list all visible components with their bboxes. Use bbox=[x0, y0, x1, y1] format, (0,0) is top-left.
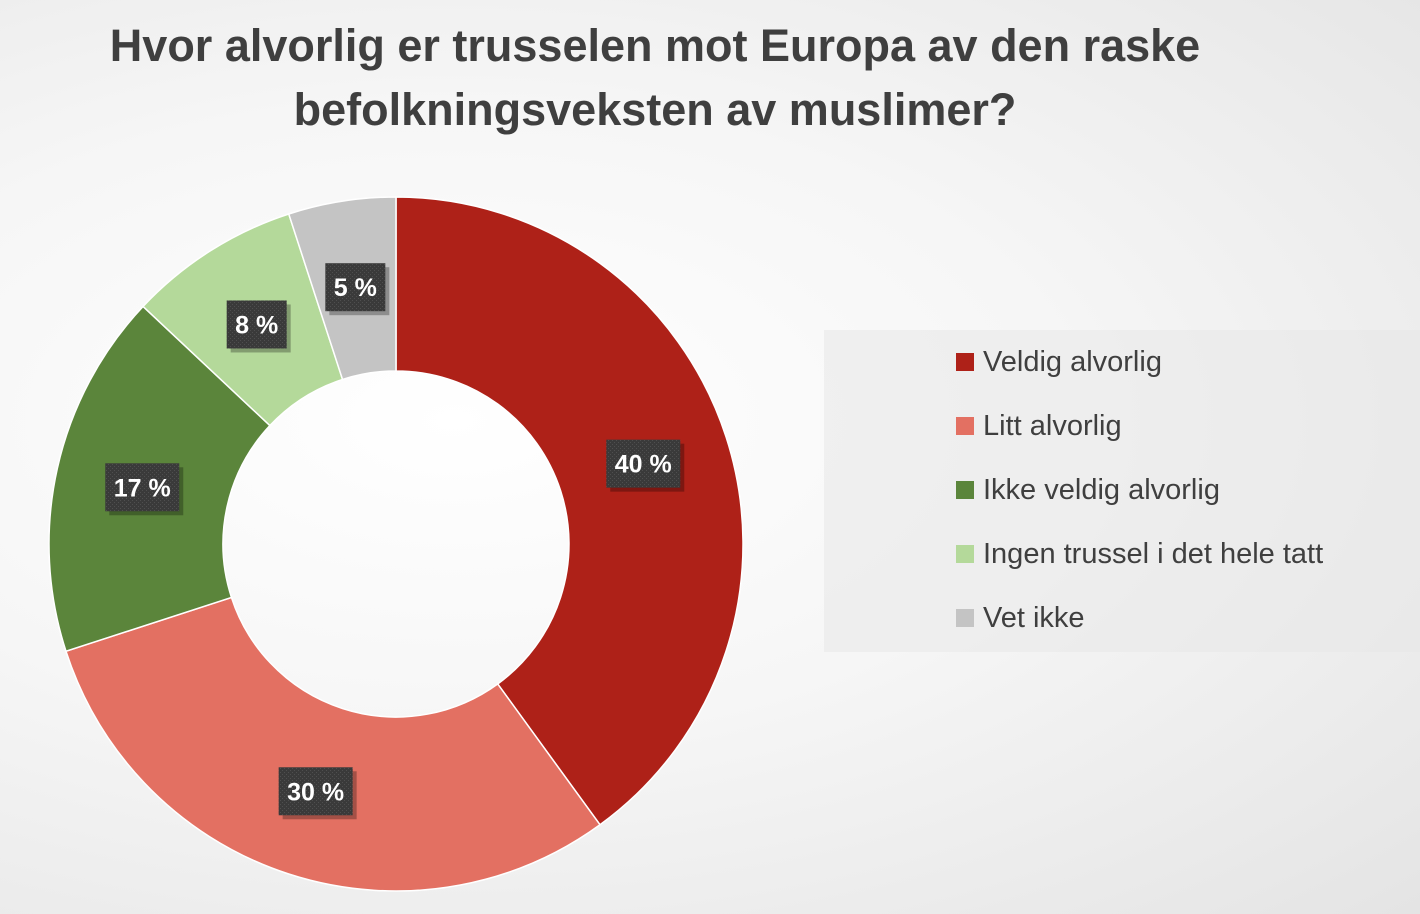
legend-swatch bbox=[956, 417, 974, 435]
legend-swatch bbox=[956, 545, 974, 563]
chart-title-line-2: befolkningsveksten av muslimer? bbox=[293, 84, 1017, 135]
chart-title-line-1: Hvor alvorlig er trusselen mot Europa av… bbox=[109, 20, 1201, 71]
legend-label: Ingen trussel i det hele tatt bbox=[983, 537, 1324, 570]
data-labels: 40 % 30 % 17 % 8 % 5 % bbox=[105, 263, 685, 820]
legend-swatch bbox=[956, 609, 974, 627]
data-label-text: 40 % bbox=[615, 451, 672, 479]
data-label: 5 % bbox=[325, 263, 390, 316]
legend-item-litt-alvorlig: Litt alvorlig bbox=[956, 406, 1122, 446]
legend-label: Veldig alvorlig bbox=[983, 345, 1162, 378]
data-label: 17 % bbox=[105, 463, 184, 516]
data-label-text: 17 % bbox=[114, 474, 171, 502]
legend-label: Ikke veldig alvorlig bbox=[983, 473, 1220, 506]
legend-item-ingen-trussel: Ingen trussel i det hele tatt bbox=[956, 534, 1323, 574]
data-label: 30 % bbox=[278, 767, 357, 820]
donut-slice bbox=[395, 196, 744, 826]
legend-label: Litt alvorlig bbox=[983, 409, 1122, 442]
donut-slice bbox=[65, 596, 602, 892]
donut-slices bbox=[48, 196, 744, 892]
legend-label: Vet ikke bbox=[983, 601, 1085, 634]
legend-item-ikke-veldig-alvorlig: Ikke veldig alvorlig bbox=[956, 470, 1220, 510]
legend: Veldig alvorlig Litt alvorlig Ikke veldi… bbox=[824, 330, 1420, 652]
legend-swatch bbox=[956, 353, 974, 371]
legend-swatch bbox=[956, 481, 974, 499]
legend-item-veldig-alvorlig: Veldig alvorlig bbox=[956, 342, 1162, 382]
data-label: 40 % bbox=[606, 439, 685, 492]
legend-item-vet-ikke: Vet ikke bbox=[956, 598, 1085, 638]
chart-title: Hvor alvorlig er trusselen mot Europa av… bbox=[0, 14, 1310, 142]
data-label-text: 5 % bbox=[334, 274, 377, 302]
data-label-text: 8 % bbox=[235, 311, 278, 339]
data-label-text: 30 % bbox=[287, 778, 344, 806]
data-label: 8 % bbox=[226, 300, 291, 353]
